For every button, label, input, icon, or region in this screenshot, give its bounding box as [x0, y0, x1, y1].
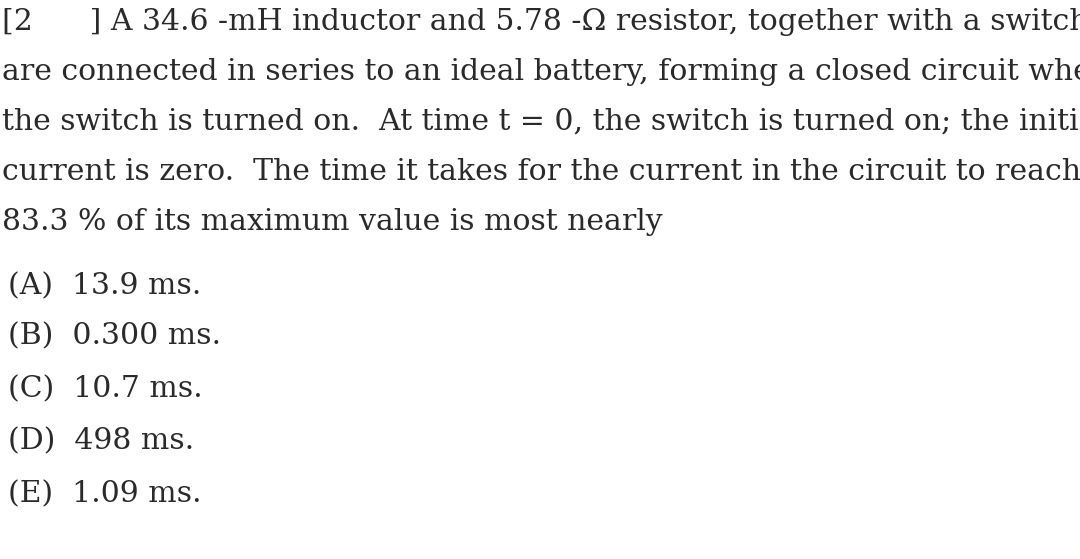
Text: the switch is turned on.  At time t = 0, the switch is turned on; the initial: the switch is turned on. At time t = 0, …	[2, 108, 1080, 136]
Text: current is zero.  The time it takes for the current in the circuit to reach: current is zero. The time it takes for t…	[2, 158, 1080, 186]
Text: (C)  10.7 ms.: (C) 10.7 ms.	[8, 375, 203, 403]
Text: 83.3 % of its maximum value is most nearly: 83.3 % of its maximum value is most near…	[2, 208, 663, 236]
Text: (A)  13.9 ms.: (A) 13.9 ms.	[8, 272, 201, 300]
Text: [2      ] A 34.6 -mH inductor and 5.78 -Ω resistor, together with a switch,: [2 ] A 34.6 -mH inductor and 5.78 -Ω res…	[2, 8, 1080, 36]
Text: (D)  498 ms.: (D) 498 ms.	[8, 427, 194, 455]
Text: (B)  0.300 ms.: (B) 0.300 ms.	[8, 322, 221, 350]
Text: (E)  1.09 ms.: (E) 1.09 ms.	[8, 480, 202, 508]
Text: are connected in series to an ideal battery, forming a closed circuit when: are connected in series to an ideal batt…	[2, 58, 1080, 86]
